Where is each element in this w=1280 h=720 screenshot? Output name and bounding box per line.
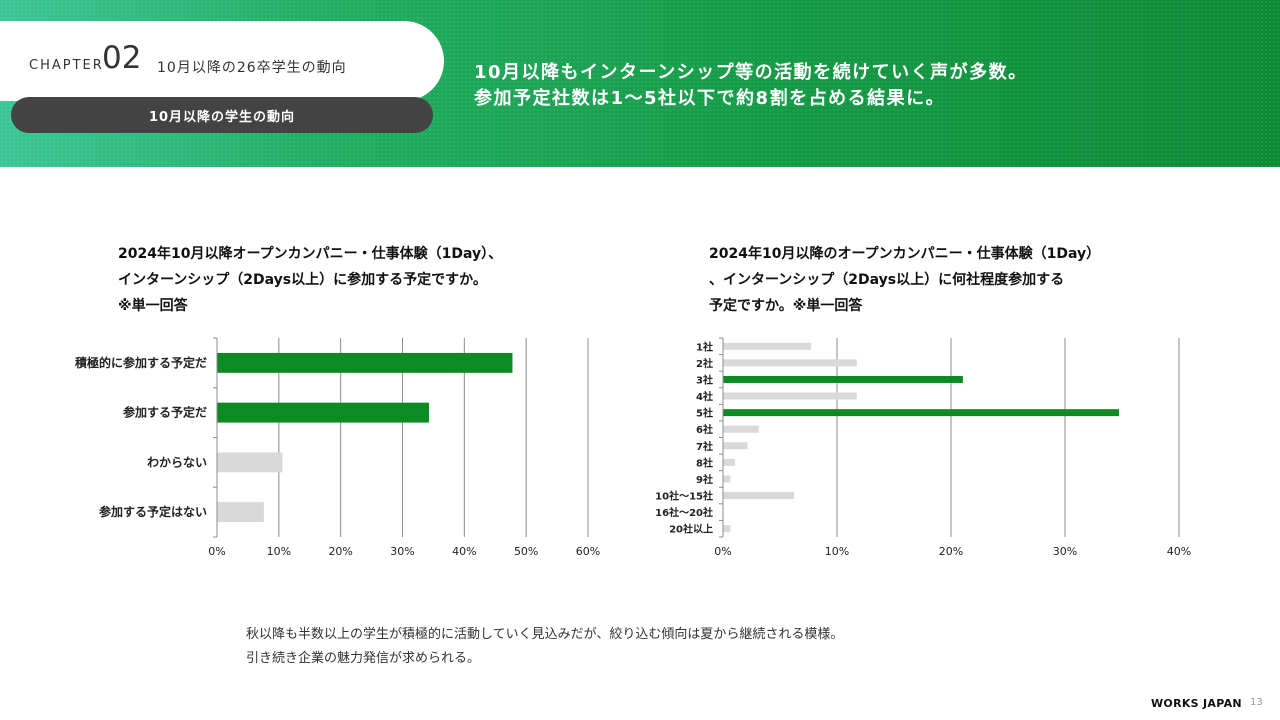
category-label: 9社: [696, 473, 713, 486]
bar: [723, 375, 963, 383]
category-label: 7社: [696, 440, 713, 453]
section-label: 10月以降の学生の動向: [11, 97, 433, 133]
x-tick-label: 20%: [328, 545, 352, 558]
category-label: 参加する予定だ: [123, 405, 207, 420]
bar: [217, 352, 513, 373]
bar: [723, 492, 795, 500]
x-tick-label: 50%: [514, 545, 538, 558]
category-label: 2社: [696, 357, 713, 370]
bar: [723, 342, 812, 350]
x-tick-label: 0%: [714, 545, 731, 558]
category-label: 6社: [696, 423, 713, 436]
x-tick-label: 40%: [1167, 545, 1191, 558]
category-label: 4社: [696, 390, 713, 403]
bar: [723, 392, 857, 400]
participation-intent-chart: 0% 10% 20% 30% 40% 50% 60% 積極的に参加する予定だ参加する予定だわか…: [74, 337, 600, 558]
category-label: 積極的に参加する予定だ: [74, 355, 207, 370]
category-label: 16社～20社: [655, 506, 713, 519]
chapter-number: 02: [102, 40, 142, 76]
page-number: 13: [1250, 697, 1263, 708]
category-label: 参加する予定はない: [99, 504, 207, 519]
chapter-label: CHAPTER: [29, 58, 104, 73]
bar: [723, 425, 759, 433]
category-label: 8社: [696, 456, 713, 469]
company-count-chart: 0% 10% 20% 30% 40% 1社 2社 3社 4社 5社 6社 7社 8社 9社 10社～15社 1…: [655, 337, 1191, 558]
bar: [217, 452, 283, 473]
chapter-title: 10月以降の26卒学生の動向: [157, 60, 347, 76]
question-line: 予定ですか。※単一回答: [709, 298, 863, 314]
question-line: 2024年10月以降のオープンカンパニー・仕事体験（1Day）: [709, 246, 1101, 262]
summary-text: 秋以降も半数以上の学生が積極的に活動していく見込みだが、絞り込む傾向は夏から継続…: [246, 623, 843, 671]
brand-logo: WORKS JAPAN: [1151, 697, 1242, 710]
x-tick-label: 0%: [208, 545, 225, 558]
bar: [723, 458, 735, 466]
headline: 10月以降もインターンシップ等の活動を続けていく声が多数。 参加予定社数は1～5…: [474, 60, 1028, 112]
category-label: 1社: [696, 340, 713, 353]
x-tick-label: 20%: [939, 545, 963, 558]
question-line: 2024年10月以降オープンカンパニー・仕事体験（1Day）、: [118, 246, 503, 262]
x-tick-label: 10%: [825, 545, 849, 558]
bar: [723, 359, 857, 367]
bar: [723, 409, 1120, 417]
bar: [723, 442, 748, 450]
question-line: インターンシップ（2Days以上）に参加する予定ですか。: [118, 272, 487, 288]
bar: [217, 402, 429, 423]
category-label: わからない: [147, 455, 207, 469]
question-line: ※単一回答: [118, 298, 188, 314]
x-tick-label: 60%: [576, 545, 600, 558]
category-label: 20社以上: [669, 523, 713, 536]
question-line: 、インターンシップ（2Days以上）に何社程度参加する: [709, 272, 1065, 288]
chapter-card: [0, 21, 444, 101]
x-tick-label: 40%: [452, 545, 476, 558]
right-chart-question: 2024年10月以降のオープンカンパニー・仕事体験（1Day） 、インターンシッ…: [709, 241, 1100, 319]
summary-line: 引き続き企業の魅力発信が求められる。: [246, 651, 481, 666]
x-tick-label: 30%: [390, 545, 414, 558]
x-tick-label: 30%: [1053, 545, 1077, 558]
category-label: 3社: [696, 373, 713, 386]
left-chart-question: 2024年10月以降オープンカンパニー・仕事体験（1Day）、 インターンシップ…: [118, 241, 502, 319]
category-label: 5社: [696, 407, 713, 420]
bar: [723, 525, 731, 533]
headline-line: 参加予定社数は1～5社以下で約8割を占める結果に。: [474, 88, 946, 109]
headline-line: 10月以降もインターンシップ等の活動を続けていく声が多数。: [474, 62, 1028, 83]
x-tick-label: 10%: [267, 545, 291, 558]
bar: [723, 475, 731, 483]
category-label: 10社～15社: [655, 490, 713, 503]
bar: [217, 502, 264, 523]
summary-line: 秋以降も半数以上の学生が積極的に活動していく見込みだが、絞り込む傾向は夏から継続…: [246, 627, 844, 642]
